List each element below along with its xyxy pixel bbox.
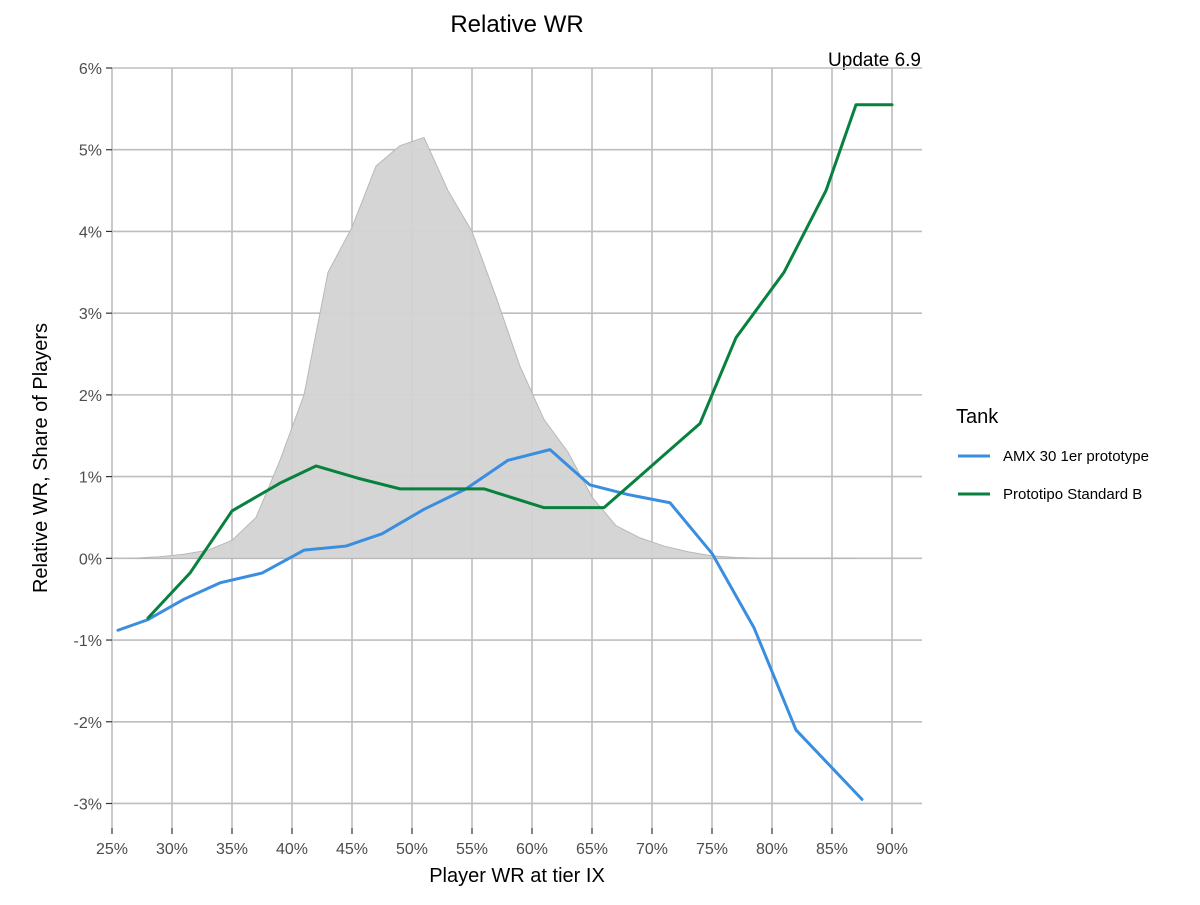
- y-tick-label: 5%: [79, 143, 102, 160]
- y-tick-label: 3%: [79, 306, 102, 323]
- y-tick-label: 1%: [79, 470, 102, 487]
- y-axis-label: Relative WR, Share of Players: [30, 323, 52, 593]
- x-tick-label: 75%: [696, 841, 728, 858]
- series-line-2: [146, 103, 894, 620]
- x-tick-label: 30%: [156, 841, 188, 858]
- y-tick-label: 0%: [79, 551, 102, 568]
- player-share-area: [129, 136, 856, 559]
- x-tick-label: 55%: [456, 841, 488, 858]
- y-tick-label: 2%: [79, 388, 102, 405]
- x-tick-label: 25%: [96, 841, 128, 858]
- y-tick-label: -3%: [74, 796, 102, 813]
- x-tick-label: 90%: [876, 841, 908, 858]
- legend: Tank AMX 30 1er prototype Prototipo Stand…: [956, 406, 1149, 503]
- y-axis: -3% -2% -1% 0% 1% 2% 3% 4% 5% 6%: [74, 61, 112, 813]
- x-tick-label: 65%: [576, 841, 608, 858]
- x-tick-label: 85%: [816, 841, 848, 858]
- chart-title: Relative WR: [450, 11, 583, 38]
- chart-subtitle: Update 6.9: [828, 50, 921, 71]
- x-tick-label: 80%: [756, 841, 788, 858]
- x-axis-label: Player WR at tier IX: [429, 865, 605, 887]
- legend-label-1: AMX 30 1er prototype: [1003, 448, 1149, 465]
- y-tick-label: -1%: [74, 633, 102, 650]
- legend-label-2: Prototipo Standard B: [1003, 486, 1142, 503]
- x-tick-label: 35%: [216, 841, 248, 858]
- distribution-area-group: [129, 136, 856, 559]
- x-tick-label: 70%: [636, 841, 668, 858]
- legend-title: Tank: [956, 406, 999, 428]
- x-tick-label: 60%: [516, 841, 548, 858]
- y-tick-label: 4%: [79, 224, 102, 241]
- x-tick-label: 40%: [276, 841, 308, 858]
- y-tick-label: -2%: [74, 715, 102, 732]
- x-tick-label: 50%: [396, 841, 428, 858]
- x-tick-label: 45%: [336, 841, 368, 858]
- y-tick-label: 6%: [79, 61, 102, 78]
- x-axis: 25% 30% 35% 40% 45% 50% 55% 60% 65% 70% 75% 80% 85% 9…: [96, 828, 908, 858]
- series-lines: [116, 103, 894, 801]
